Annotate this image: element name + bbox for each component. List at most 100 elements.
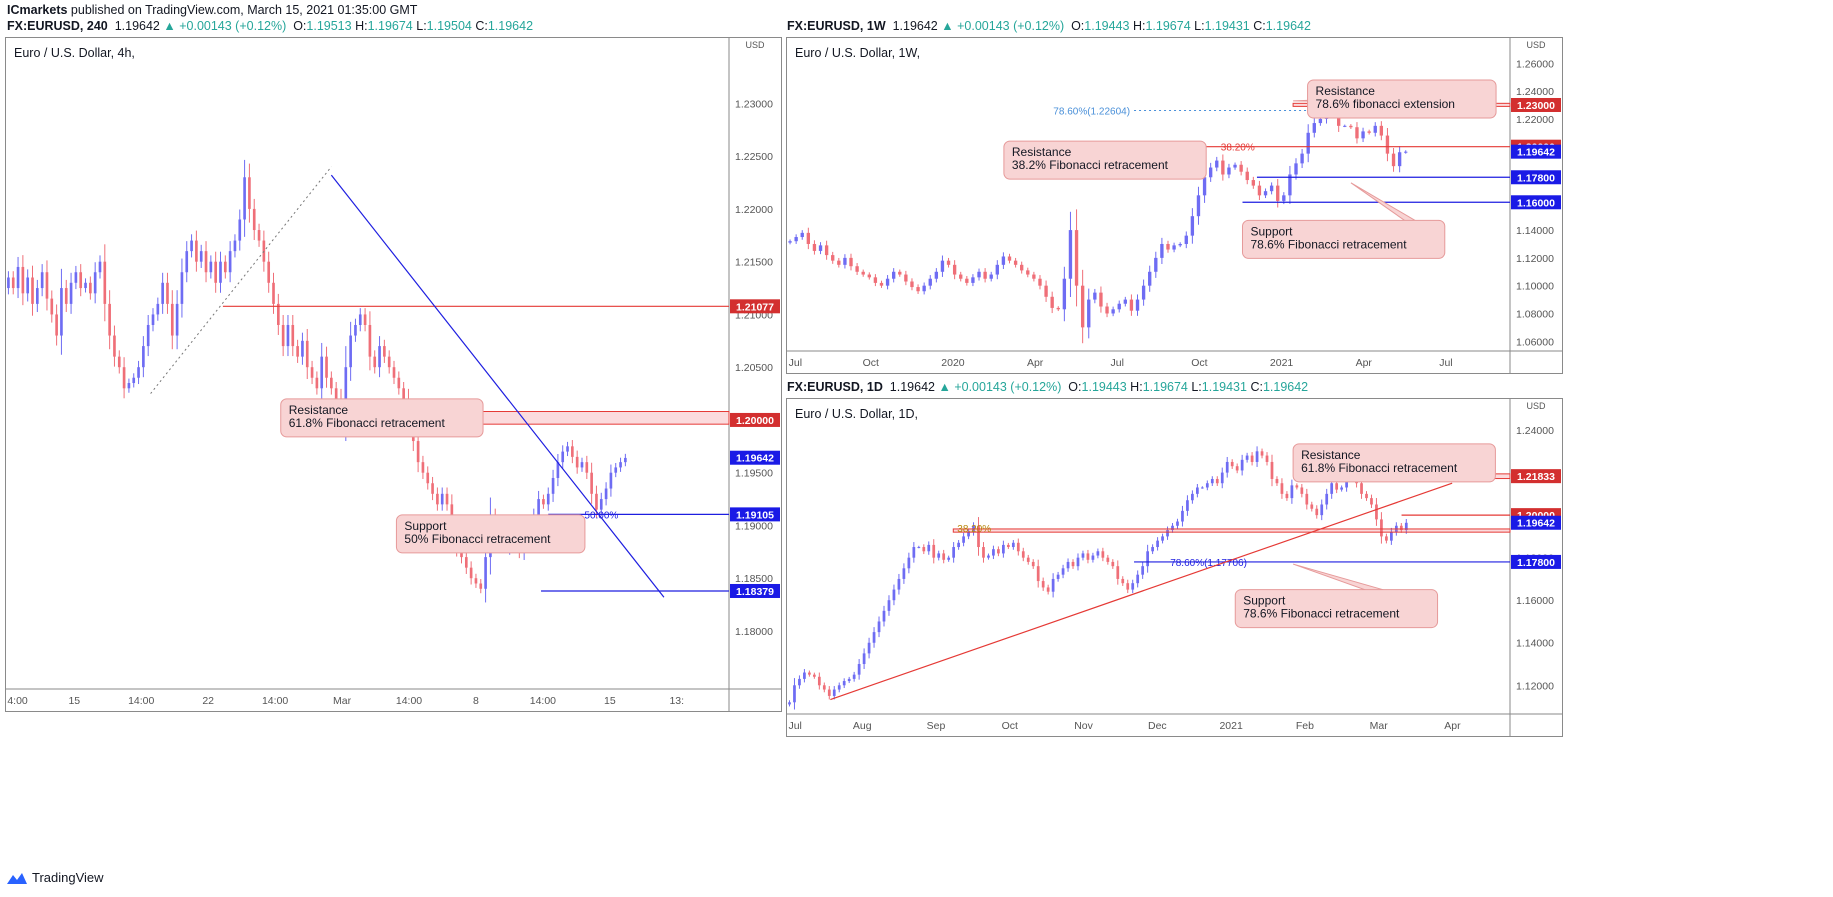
candle-body — [1310, 504, 1314, 509]
candle-body — [190, 240, 193, 252]
candle-body — [1282, 195, 1286, 201]
price-tag — [730, 299, 780, 314]
candle-body — [93, 272, 97, 294]
price-tag-label: 1.20000 — [736, 415, 774, 427]
currency-label: USD — [1526, 401, 1546, 411]
candle-body — [219, 261, 222, 283]
x-tick-label: 8 — [473, 695, 479, 707]
price-tag-label: 1.16000 — [1517, 197, 1555, 209]
candle-body — [1171, 525, 1174, 531]
candle-body — [1196, 195, 1201, 217]
x-tick-label: 2020 — [941, 357, 965, 369]
candle-body — [1160, 243, 1164, 258]
candle-body — [1031, 561, 1035, 567]
candle-body — [330, 377, 333, 389]
candle-body — [1184, 235, 1188, 244]
candle-body — [1343, 125, 1347, 127]
candle-body — [609, 472, 613, 489]
chart-panel-1w[interactable]: Euro / U.S. Dollar, 1W, USD 1.26000 1.2400… — [786, 37, 1563, 374]
candle-body — [965, 278, 969, 283]
x-tick-label: 15 — [68, 695, 80, 707]
candle-body — [867, 274, 871, 278]
candle-body — [1126, 583, 1130, 590]
candle-body — [1011, 542, 1015, 548]
candle-body — [1190, 216, 1195, 236]
publish-header: ICmarkets published on TradingView.com, … — [7, 3, 417, 17]
candle-body — [619, 462, 622, 468]
publish-info: published on TradingView.com, March 15, … — [67, 3, 418, 17]
candle-body — [60, 288, 63, 336]
x-tick-label: Oct — [1191, 357, 1207, 369]
y-tick-label: 1.16000 — [1516, 595, 1554, 607]
candle-body — [957, 542, 960, 548]
chart-panel-1d[interactable]: Euro / U.S. Dollar, 1D, USD1.240001.2200… — [786, 398, 1563, 737]
x-tick-label: 4:00 — [7, 695, 28, 707]
candle-body — [156, 303, 160, 315]
candle-body — [842, 681, 846, 686]
candle-body — [852, 674, 856, 679]
candle-body — [1275, 478, 1279, 484]
candle-body — [1391, 153, 1396, 167]
price-tag — [730, 583, 780, 598]
candle-body — [566, 446, 569, 452]
candle-body — [272, 282, 275, 304]
callout-box — [1234, 589, 1439, 629]
candle-body — [1074, 230, 1079, 286]
candle-body — [1312, 123, 1316, 133]
candle-body — [1166, 530, 1169, 537]
candle-body — [1106, 557, 1110, 562]
fib-label: 38.20% — [1221, 143, 1255, 154]
callout-text: 61.8% Fibonacci retracement — [289, 416, 446, 430]
candle-body — [1330, 483, 1334, 494]
candle-body — [40, 272, 44, 289]
candle-body — [1245, 171, 1249, 181]
candle-body — [788, 241, 792, 243]
candle-body — [286, 324, 290, 347]
candle-body — [1315, 508, 1319, 516]
candle-body — [1026, 270, 1030, 275]
chart-panel-4h[interactable]: Euro / U.S. Dollar, 4h, USD 1.23000 1.2250… — [5, 37, 782, 712]
tradingview-logo[interactable]: TradingView — [6, 870, 104, 885]
candle-body — [857, 664, 861, 675]
candle-body — [1101, 551, 1105, 558]
candle-body — [79, 272, 83, 289]
candle-body — [898, 271, 902, 275]
candle-body — [397, 377, 401, 389]
candle-body — [575, 456, 579, 468]
callout-text: Resistance — [1316, 84, 1376, 98]
candle-body — [1105, 306, 1109, 314]
candle-body — [1099, 292, 1103, 307]
x-tick-label: Mar — [333, 695, 352, 707]
ohlc-line-4h: FX:EURUSD, 240 1.19642 ▲ +0.00143 (+0.12… — [7, 19, 534, 33]
y-tick-label: 1.14000 — [1516, 225, 1554, 237]
last-price: 1.19642 — [892, 19, 938, 33]
callout-box — [280, 398, 484, 438]
y-tick-label: 1.14000 — [1516, 638, 1554, 650]
candle-body — [45, 272, 49, 299]
price-tag — [1511, 515, 1561, 530]
candle-body — [440, 493, 444, 505]
candle-body — [1230, 461, 1234, 467]
candle-body — [1141, 285, 1146, 300]
candle-body — [1056, 307, 1060, 310]
brand-label: TradingView — [32, 870, 104, 885]
candle-body — [817, 676, 821, 686]
candle-body — [1220, 472, 1224, 484]
candle-body — [74, 272, 78, 283]
candle-body — [599, 499, 603, 510]
x-tick-label: Dec — [1148, 720, 1167, 732]
candle-body — [1046, 587, 1050, 592]
candle-body — [580, 462, 584, 468]
candle-body — [1026, 557, 1030, 562]
callout-text: Support — [1243, 594, 1286, 608]
candle-body — [847, 678, 851, 682]
candle-body — [872, 632, 876, 643]
price-tag-label: 1.19642 — [736, 453, 774, 465]
candle-body — [862, 653, 866, 665]
candle-body — [1191, 493, 1194, 501]
candle-body — [1151, 547, 1154, 552]
candle-body — [1300, 153, 1304, 164]
callout-text: 61.8% Fibonacci retracement — [1301, 461, 1458, 475]
candle-body — [233, 240, 237, 252]
candle-body — [1123, 299, 1127, 304]
